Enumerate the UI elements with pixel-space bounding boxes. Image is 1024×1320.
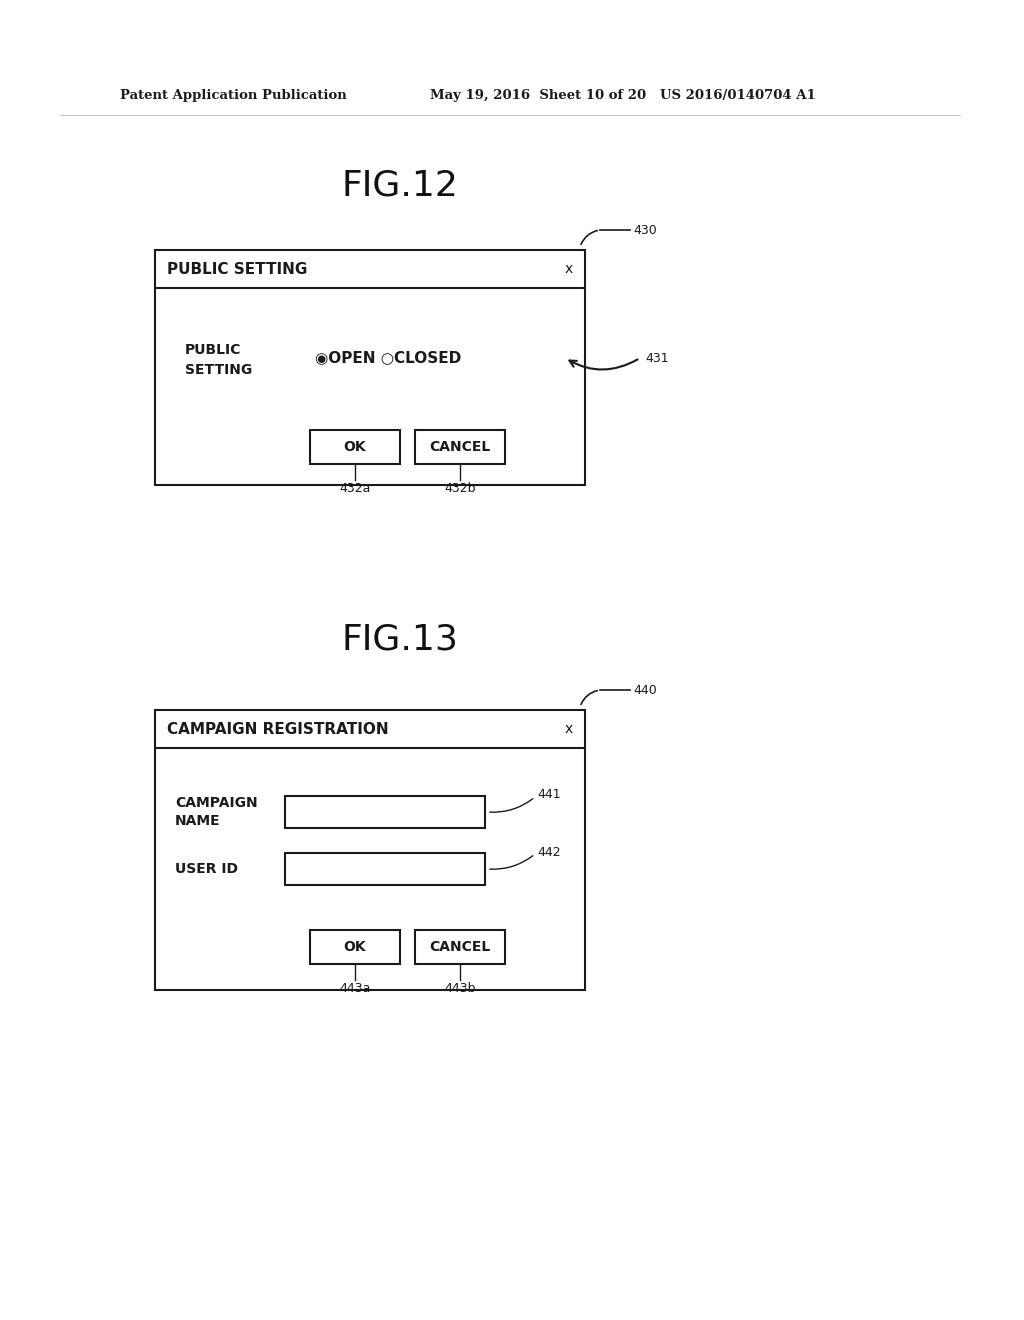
Text: 432b: 432b bbox=[444, 482, 476, 495]
Text: CAMPAIGN REGISTRATION: CAMPAIGN REGISTRATION bbox=[167, 722, 389, 737]
Text: PUBLIC
SETTING: PUBLIC SETTING bbox=[185, 343, 252, 376]
Text: ◉OPEN ○CLOSED: ◉OPEN ○CLOSED bbox=[315, 351, 461, 366]
Text: OK: OK bbox=[344, 440, 367, 454]
Text: OK: OK bbox=[344, 940, 367, 954]
Text: FIG.12: FIG.12 bbox=[342, 168, 459, 202]
Bar bbox=[285, 853, 485, 884]
Text: 443a: 443a bbox=[339, 982, 371, 995]
Text: FIG.13: FIG.13 bbox=[342, 623, 459, 657]
Bar bbox=[155, 249, 585, 484]
Text: x: x bbox=[565, 261, 573, 276]
Text: 431: 431 bbox=[645, 351, 669, 364]
Text: 441: 441 bbox=[537, 788, 560, 801]
Text: CANCEL: CANCEL bbox=[429, 440, 490, 454]
Text: 440: 440 bbox=[633, 684, 656, 697]
Bar bbox=[310, 931, 400, 964]
Text: PUBLIC SETTING: PUBLIC SETTING bbox=[167, 261, 307, 276]
Bar bbox=[155, 710, 585, 990]
Text: CAMPAIGN
NAME: CAMPAIGN NAME bbox=[175, 796, 258, 828]
Bar bbox=[310, 430, 400, 465]
Text: 443b: 443b bbox=[444, 982, 476, 995]
Text: CANCEL: CANCEL bbox=[429, 940, 490, 954]
Text: 432a: 432a bbox=[339, 482, 371, 495]
Text: May 19, 2016  Sheet 10 of 20: May 19, 2016 Sheet 10 of 20 bbox=[430, 88, 646, 102]
Text: x: x bbox=[565, 722, 573, 737]
Text: 442: 442 bbox=[537, 846, 560, 858]
Text: USER ID: USER ID bbox=[175, 862, 238, 876]
Bar bbox=[415, 430, 505, 465]
Text: US 2016/0140704 A1: US 2016/0140704 A1 bbox=[660, 88, 816, 102]
Bar bbox=[285, 796, 485, 828]
Text: 430: 430 bbox=[633, 223, 656, 236]
Bar bbox=[415, 931, 505, 964]
Text: Patent Application Publication: Patent Application Publication bbox=[120, 88, 347, 102]
